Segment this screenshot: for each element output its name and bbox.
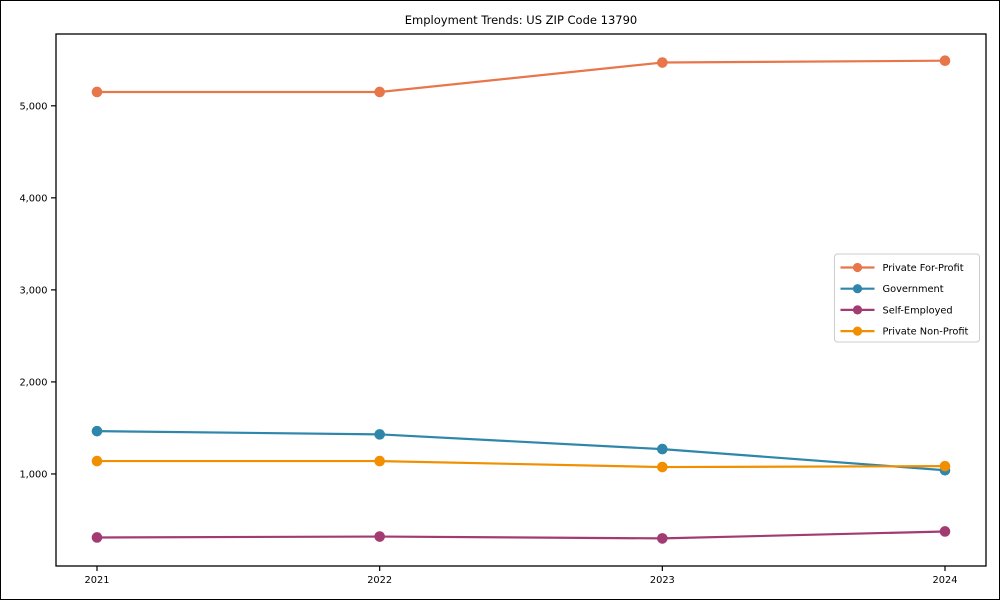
x-tick-label: 2024: [933, 575, 958, 586]
y-tick-label: 3,000: [19, 285, 47, 296]
series-point-private-for-profit-2024: [939, 55, 951, 66]
series-line-self-employed: [95, 530, 947, 540]
series-point-self-employed-2024: [939, 526, 951, 537]
series-line-private-for-profit: [95, 59, 947, 94]
y-tick-label: 2,000: [19, 377, 47, 388]
plot-area-border: [55, 33, 987, 567]
series-point-government-2023: [657, 443, 668, 455]
x-tick-label: 2022: [367, 575, 392, 586]
legend-item-private-non-profit: Private Non-Profit: [840, 326, 969, 338]
series-point-private-non-profit-2023: [657, 461, 668, 473]
y-tick-label: 1,000: [19, 469, 47, 480]
legend-item-private-for-profit: Private For-Profit: [840, 262, 964, 274]
series-point-private-for-profit-2023: [657, 57, 668, 68]
legend-box: [834, 253, 980, 343]
series-point-government-2021: [91, 425, 103, 437]
legend-label-self-employed: Self-Employed: [883, 305, 953, 316]
x-tick-label: 2021: [85, 575, 110, 586]
legend-item-government: Government: [840, 284, 944, 295]
series-point-self-employed-2021: [91, 532, 103, 543]
legend-marker-private-non-profit: [852, 326, 863, 336]
legend-marker-government: [852, 284, 863, 294]
legend: Private For-Profit Government Self-Employe…: [834, 253, 980, 343]
series-line-private-non-profit: [95, 459, 947, 469]
series-point-private-for-profit-2022: [374, 86, 385, 98]
series-point-private-non-profit-2022: [374, 455, 385, 467]
y-tick-label: 4,000: [19, 193, 47, 204]
chart-title: Employment Trends: US ZIP Code 13790: [405, 13, 637, 27]
x-tick-label: 2023: [650, 575, 675, 586]
legend-marker-private-for-profit: [852, 262, 863, 273]
series-group: [91, 55, 951, 544]
series-line-government: [95, 430, 947, 472]
series-point-government-2022: [374, 429, 385, 440]
legend-marker-self-employed: [852, 305, 863, 315]
legend-label-private-for-profit: Private For-Profit: [883, 263, 964, 274]
series-point-private-non-profit-2024: [939, 460, 951, 472]
series-point-self-employed-2022: [374, 531, 385, 542]
y-tick-label: 5,000: [19, 101, 47, 112]
axes: 1,000 2,000 3,000 4,000 5,000 2021 2022 2023 202…: [19, 101, 957, 586]
series-point-self-employed-2023: [657, 533, 668, 544]
series-point-private-for-profit-2021: [91, 86, 103, 98]
legend-label-private-non-profit: Private Non-Profit: [883, 327, 969, 338]
legend-label-government: Government: [883, 284, 944, 295]
legend-item-self-employed: Self-Employed: [840, 305, 953, 316]
series-point-private-non-profit-2021: [91, 455, 103, 467]
